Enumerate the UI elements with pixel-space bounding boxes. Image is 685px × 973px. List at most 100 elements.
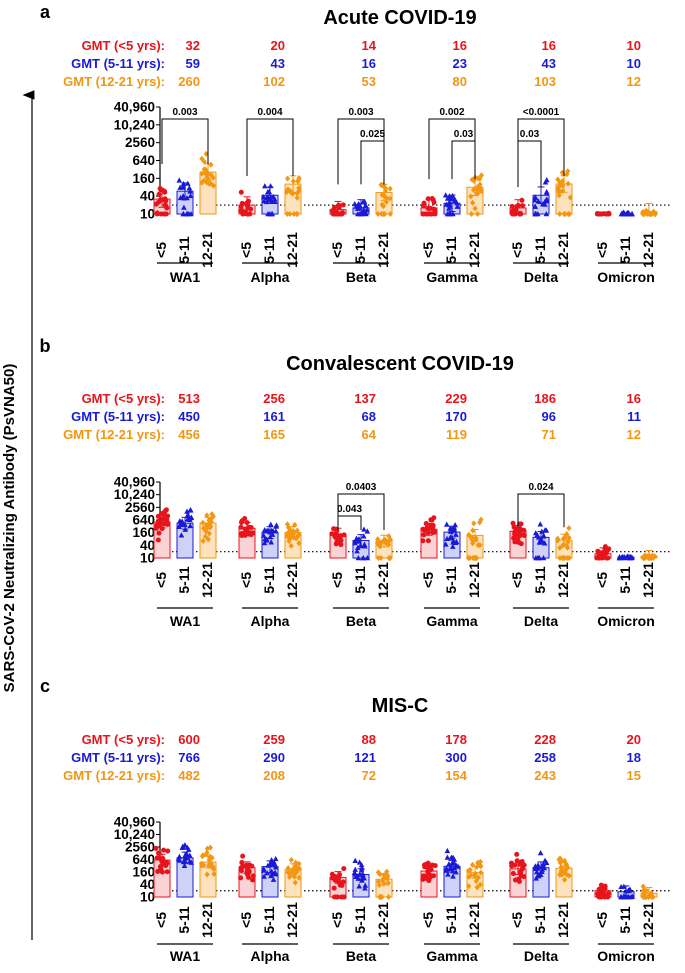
y-tick-label: 10,240 (114, 487, 155, 502)
data-point (558, 858, 565, 865)
gmt-value: 71 (542, 427, 556, 442)
data-point (336, 202, 342, 208)
data-point (294, 211, 300, 217)
data-point (468, 211, 474, 217)
data-point (290, 178, 296, 185)
data-point (473, 878, 479, 885)
data-point (532, 211, 538, 217)
data-point (543, 859, 550, 866)
data-point (356, 859, 363, 865)
data-point (385, 894, 392, 900)
data-point (261, 873, 267, 879)
age-group-label: 12-21 (640, 562, 656, 598)
data-point (355, 537, 362, 543)
data-point (176, 857, 183, 863)
age-group-label: <5 (153, 242, 169, 258)
significance-bracket (517, 140, 542, 188)
gmt-label: GMT (5-11 yrs): (71, 409, 165, 424)
y-tick-label: 160 (132, 525, 155, 540)
data-point (199, 170, 205, 177)
data-point (532, 203, 539, 209)
data-point (380, 203, 386, 210)
data-point (335, 534, 341, 540)
data-point (178, 532, 185, 538)
data-point (521, 527, 527, 533)
data-point (428, 211, 434, 217)
data-point (239, 208, 245, 214)
data-point (287, 870, 293, 877)
data-point (352, 866, 359, 872)
data-point (285, 869, 291, 876)
data-point (262, 183, 268, 189)
data-point (287, 535, 293, 542)
data-point (154, 522, 160, 528)
data-point (238, 875, 244, 881)
age-group-label: <5 (420, 572, 436, 588)
data-point (517, 210, 523, 216)
data-point (288, 529, 295, 536)
data-point (387, 211, 393, 217)
data-point (430, 526, 436, 532)
data-point (477, 881, 483, 888)
data-point (179, 844, 186, 850)
data-point (200, 537, 206, 544)
data-point (293, 859, 299, 866)
panel-title: Acute COVID-19 (323, 7, 476, 29)
data-point (442, 192, 449, 198)
data-point (206, 530, 212, 537)
y-tick-label: 40,960 (114, 100, 155, 115)
data-point (294, 194, 300, 201)
data-point (510, 870, 516, 876)
age-group-label: 5-11 (176, 566, 192, 593)
y-tick-label: 160 (132, 171, 155, 186)
data-point (288, 542, 294, 549)
data-point (357, 543, 364, 549)
data-point (210, 513, 216, 520)
data-point (623, 555, 629, 561)
data-point (364, 555, 371, 561)
data-point (478, 516, 484, 523)
data-point (531, 197, 538, 203)
data-point (341, 866, 347, 872)
data-point (159, 526, 165, 532)
data-point (558, 863, 564, 870)
data-point (176, 177, 183, 183)
data-point (478, 188, 484, 195)
data-point (294, 190, 300, 197)
data-point (204, 845, 210, 852)
data-point (472, 870, 478, 877)
data-point (156, 850, 162, 856)
age-group-label: 12-21 (466, 232, 482, 268)
data-point (375, 555, 381, 561)
data-point (292, 879, 298, 886)
gmt-value: 170 (445, 409, 467, 424)
gmt-value: 103 (534, 74, 556, 89)
age-group-label: 12-21 (466, 902, 482, 938)
data-point (537, 849, 544, 856)
data-point (187, 192, 194, 199)
data-point (178, 519, 185, 525)
data-point (154, 210, 160, 216)
significance-bracket (337, 515, 362, 531)
data-point (386, 533, 392, 540)
age-group-label: 12-21 (555, 562, 571, 598)
data-point (629, 554, 635, 560)
age-group-label: <5 (329, 242, 345, 258)
panel-title: Convalescent COVID-19 (286, 353, 514, 375)
data-point (444, 847, 451, 854)
data-point (420, 203, 426, 209)
data-point (472, 205, 478, 212)
data-point (238, 189, 244, 195)
data-point (444, 535, 450, 541)
data-point (645, 209, 652, 216)
data-point (163, 211, 169, 217)
data-point (470, 527, 476, 534)
data-point (156, 191, 162, 197)
data-point (450, 539, 456, 545)
variant-label: WA1 (170, 613, 201, 629)
gmt-value: 450 (178, 409, 200, 424)
gmt-value: 43 (271, 56, 285, 71)
data-point (387, 536, 394, 543)
y-axis-label: SARS-CoV-2 Neutralizing Antibody (PsVNA5… (1, 364, 18, 693)
